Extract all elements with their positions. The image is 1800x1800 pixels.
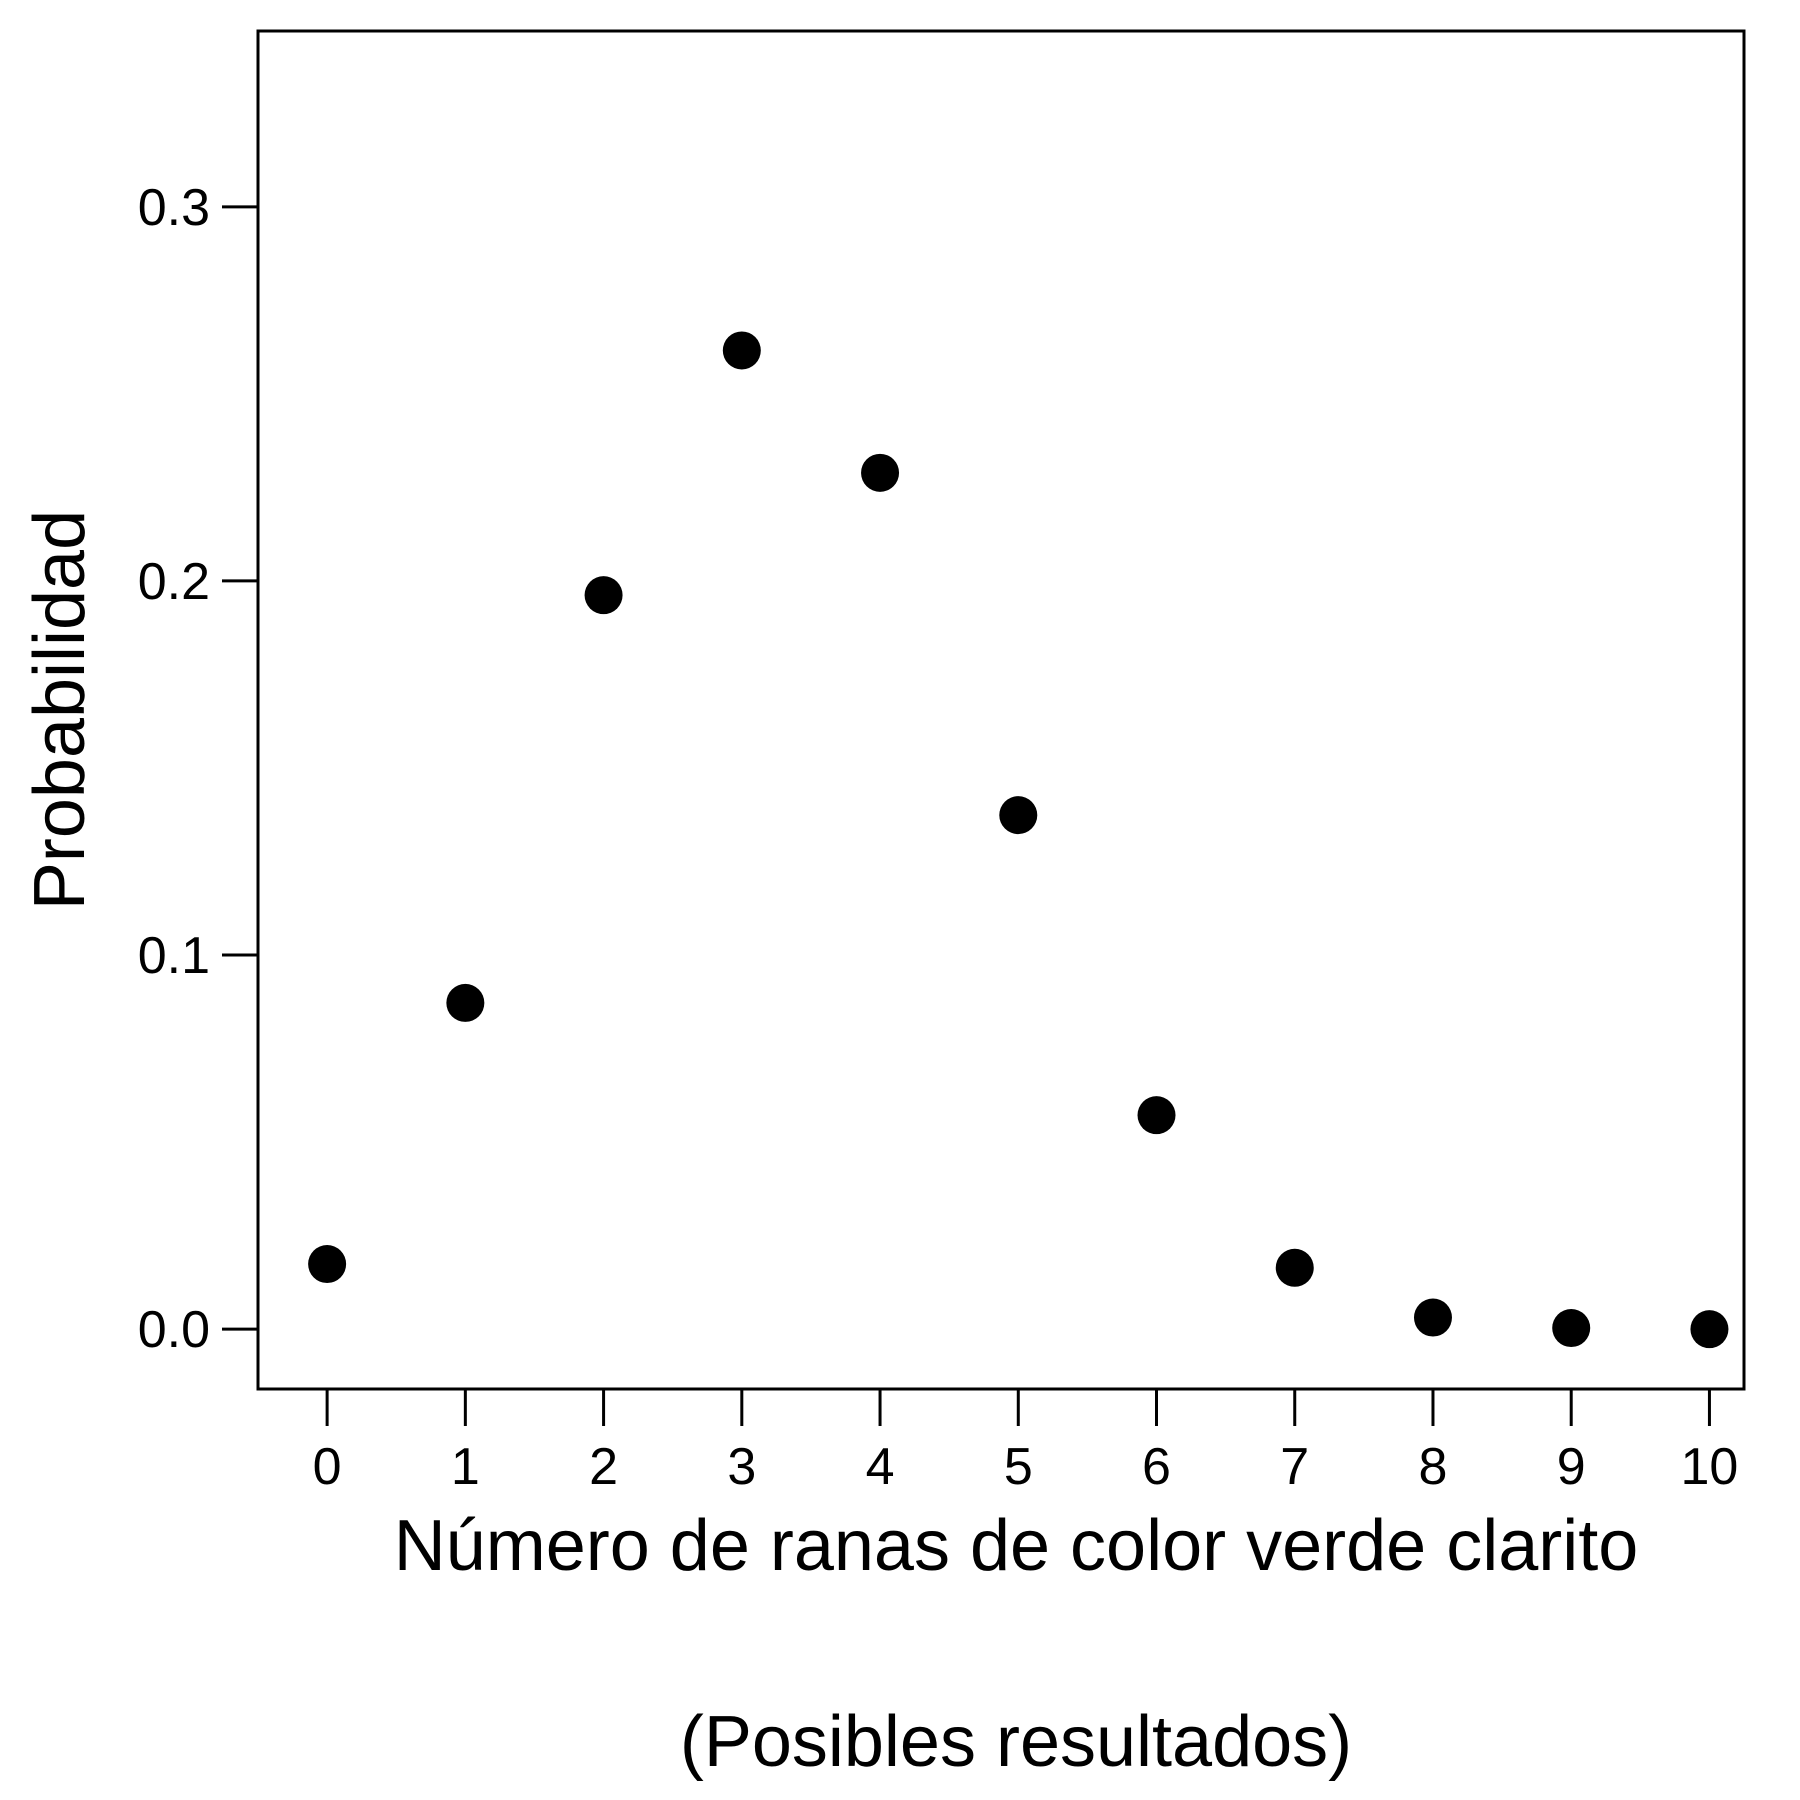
x-axis-label: Número de ranas de color verde clarito: [394, 1506, 1639, 1586]
x-tick-label: 1: [451, 1438, 480, 1496]
data-point: [308, 1245, 347, 1284]
data-point: [722, 331, 761, 370]
data-point: [1552, 1309, 1591, 1348]
x-tick-label: 8: [1419, 1438, 1448, 1496]
data-point: [999, 796, 1038, 835]
data-point: [1275, 1248, 1314, 1287]
plot-frame: [256, 29, 1746, 1391]
y-tick-label: 0.0: [138, 1301, 210, 1359]
x-tick-label: 7: [1280, 1438, 1309, 1496]
x-tick-label: 2: [589, 1438, 618, 1496]
data-points: [308, 331, 1729, 1349]
y-tick-label: 0.1: [138, 927, 210, 985]
x-tick-label: 5: [1004, 1438, 1033, 1496]
y-axis-label: Probabilidad: [20, 510, 100, 910]
data-point: [446, 983, 485, 1022]
data-point: [1690, 1310, 1729, 1349]
x-tick-label: 9: [1557, 1438, 1586, 1496]
x-tick-label: 4: [866, 1438, 895, 1496]
x-axis-sublabel: (Posibles resultados): [680, 1702, 1352, 1782]
y-axis: 0.0 0.1 0.2 0.3: [138, 179, 258, 1359]
data-point: [861, 453, 900, 492]
data-point: [1137, 1096, 1176, 1135]
x-tick-label: 0: [313, 1438, 342, 1496]
x-tick-label: 10: [1681, 1438, 1739, 1496]
x-tick-label: 6: [1142, 1438, 1171, 1496]
x-tick-label: 3: [727, 1438, 756, 1496]
x-axis: 0 1 2 3 4 5 6 7 8 9 10: [313, 1389, 1739, 1496]
data-point: [1413, 1298, 1452, 1337]
y-tick-label: 0.2: [138, 553, 210, 611]
y-tick-label: 0.3: [138, 179, 210, 237]
data-point: [584, 576, 623, 615]
